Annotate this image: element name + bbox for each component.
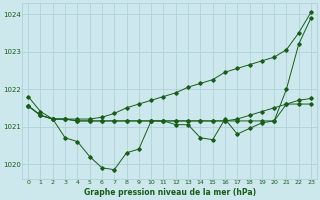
- X-axis label: Graphe pression niveau de la mer (hPa): Graphe pression niveau de la mer (hPa): [84, 188, 256, 197]
